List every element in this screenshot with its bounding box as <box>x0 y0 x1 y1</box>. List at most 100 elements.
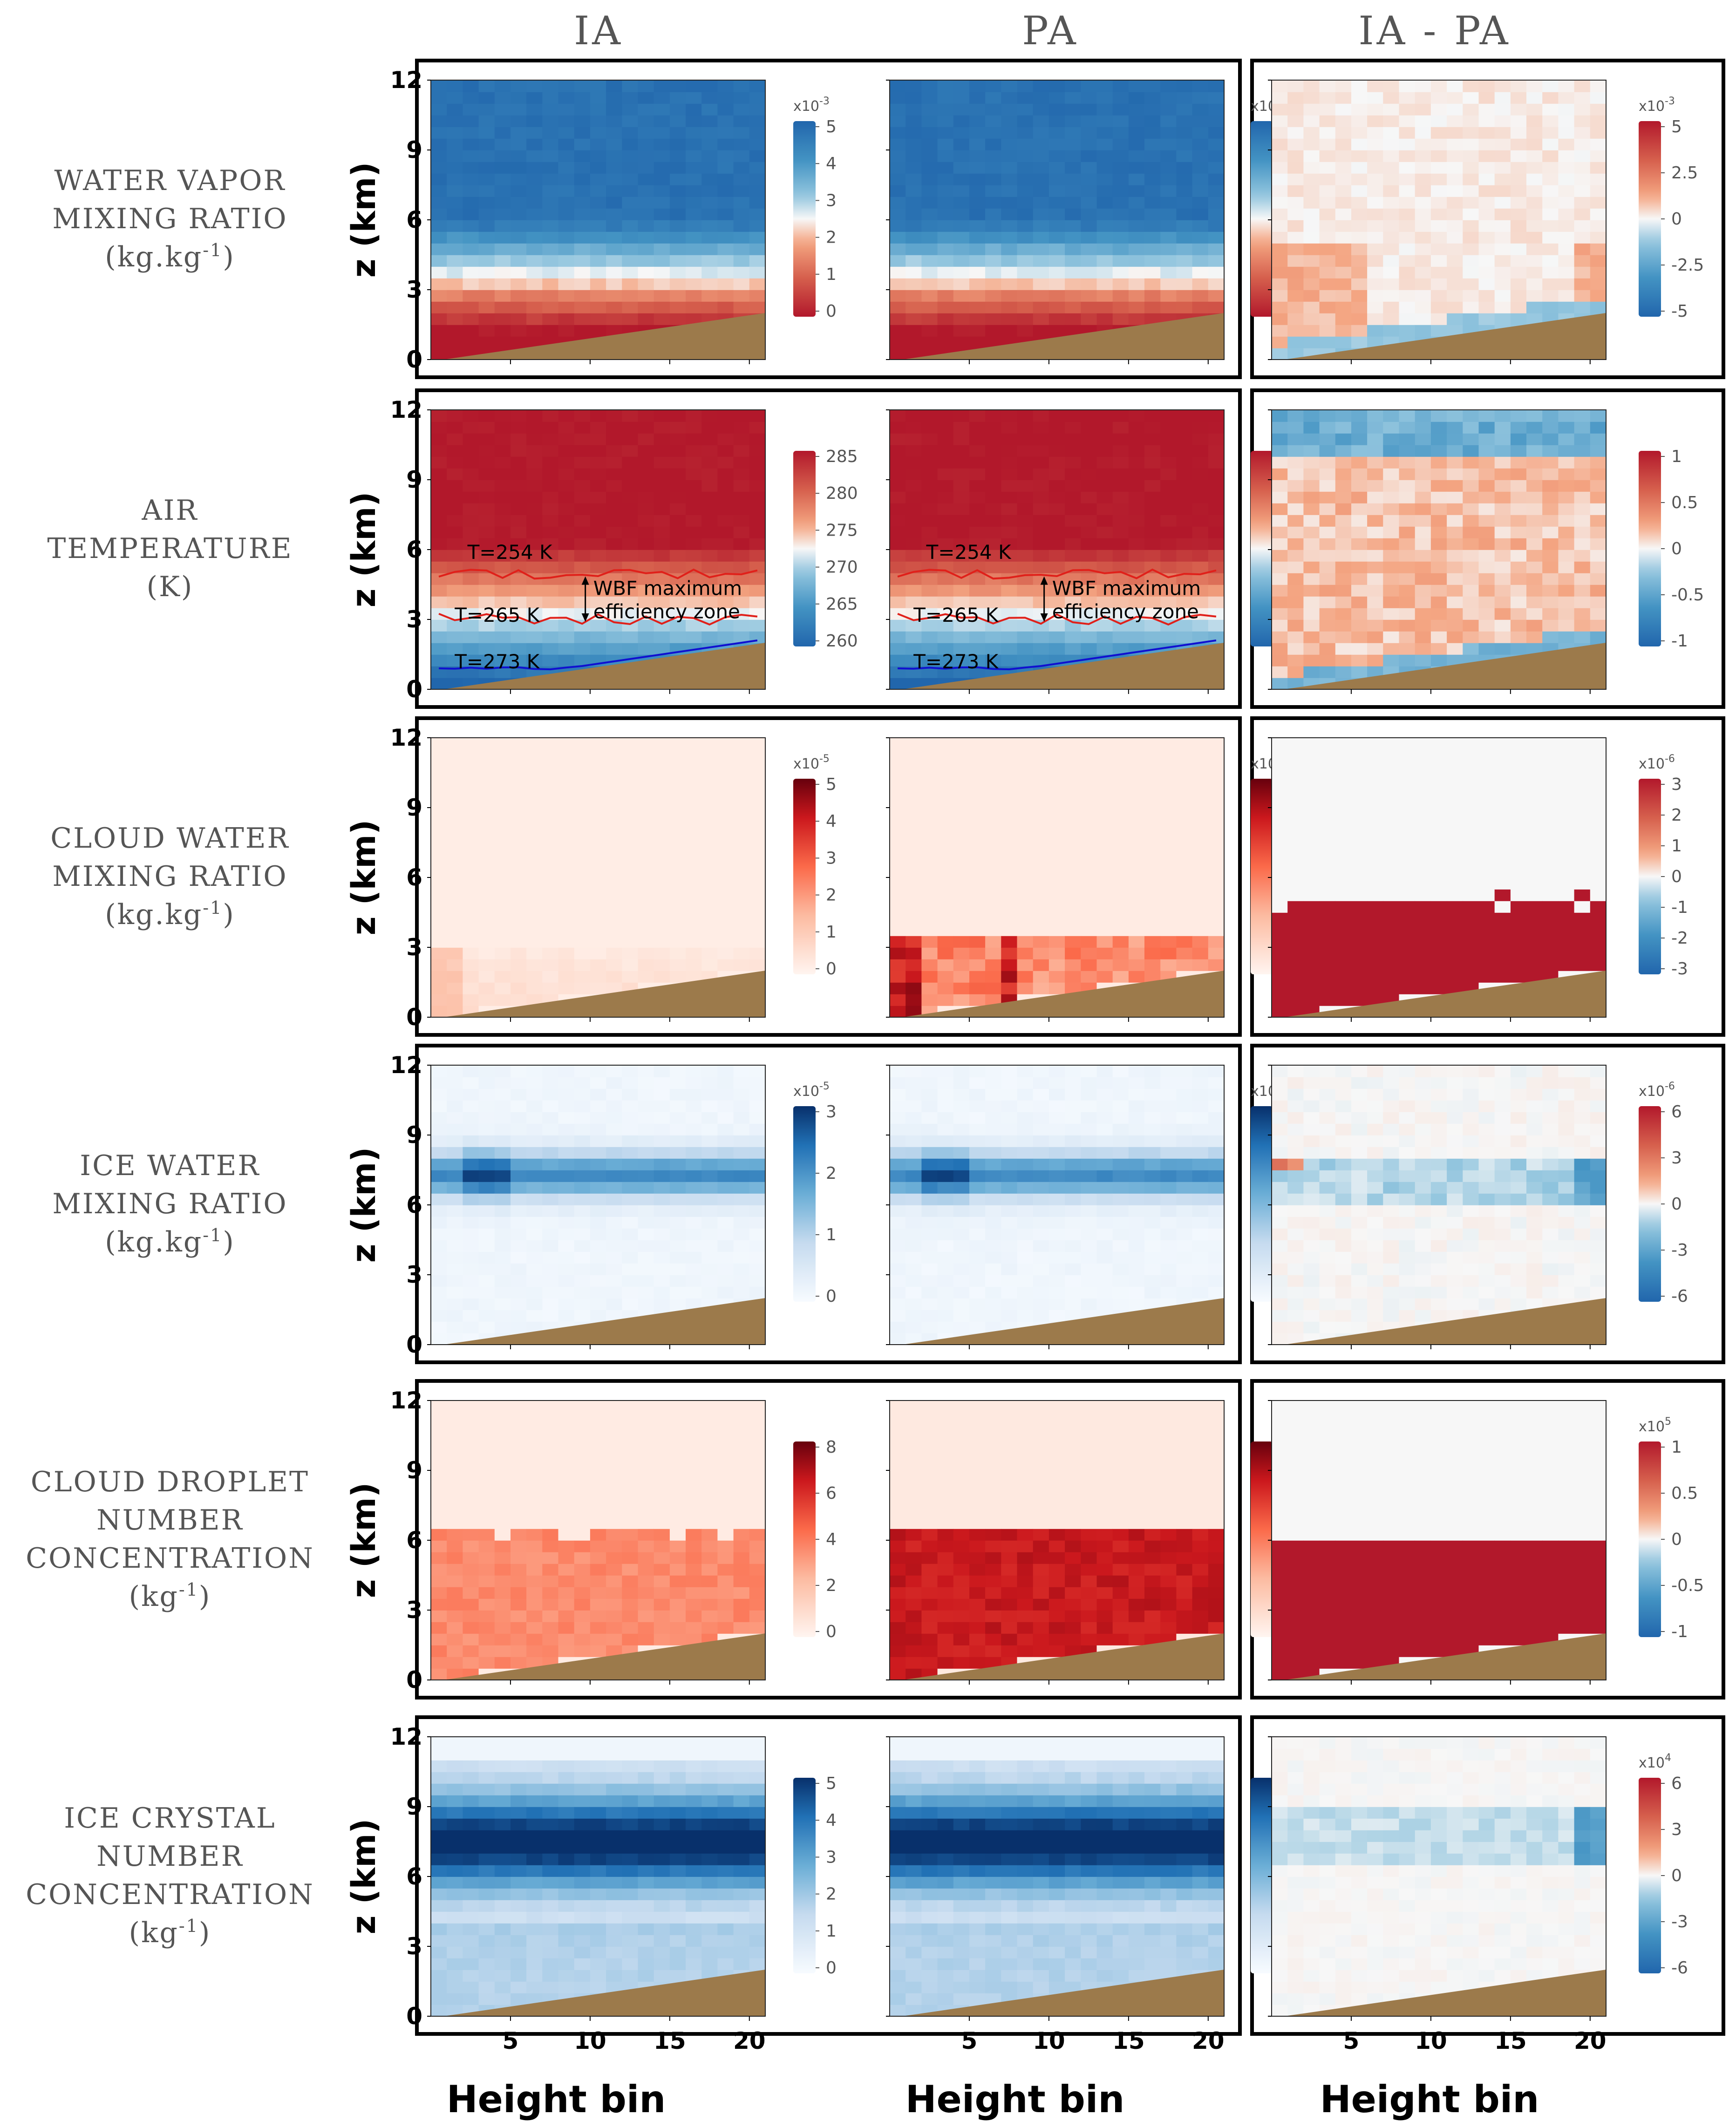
heatmap-cell <box>590 971 606 983</box>
heatmap-cell <box>574 278 591 290</box>
heatmap-cell <box>953 491 970 503</box>
heatmap-cell <box>1112 912 1129 925</box>
heatmap-cell <box>1144 173 1161 185</box>
heatmap-cell <box>654 819 670 831</box>
heatmap-cell <box>1351 290 1368 302</box>
heatmap-cell <box>1367 433 1384 445</box>
heatmap-cell <box>921 631 938 643</box>
heatmap-cell <box>1081 290 1097 302</box>
heatmap-cell <box>953 971 970 983</box>
heatmap-cell <box>669 433 686 445</box>
heatmap-cell <box>1558 503 1575 515</box>
heatmap-cell <box>1383 738 1400 750</box>
heatmap-cell <box>749 877 766 890</box>
heatmap-cell <box>1447 208 1464 220</box>
heatmap-cell <box>447 445 463 457</box>
heatmap-cell <box>985 831 1002 843</box>
heatmap-cell <box>701 819 718 831</box>
heatmap-cell <box>431 313 447 325</box>
heatmap-cell <box>985 631 1002 643</box>
heatmap-cell <box>1399 619 1416 632</box>
heatmap-cell <box>1430 749 1447 761</box>
heatmap-cell <box>1065 889 1082 901</box>
heatmap-cell <box>1176 947 1193 959</box>
heatmap-cell <box>431 654 447 666</box>
heatmap-cell <box>447 1228 463 1240</box>
heatmap-cell <box>953 103 970 116</box>
heatmap-cell <box>431 290 447 302</box>
heatmap-cell <box>1287 761 1304 773</box>
heatmap-cell <box>669 889 686 901</box>
heatmap-cell <box>686 456 702 469</box>
heatmap-cell <box>890 127 906 139</box>
heatmap-cell <box>606 784 623 796</box>
heatmap-cell <box>937 843 954 855</box>
heatmap-cell <box>1303 561 1320 573</box>
heatmap-cell <box>1272 197 1288 209</box>
heatmap-cell <box>717 808 734 820</box>
heatmap-cell <box>1287 92 1304 104</box>
heatmap-cell <box>1574 301 1591 313</box>
heatmap-cell <box>654 410 670 422</box>
heatmap-cell <box>1001 290 1018 302</box>
heatmap-cell <box>1430 877 1447 890</box>
heatmap-cell <box>953 773 970 785</box>
colorbar-tick-label: 4 <box>826 154 837 173</box>
heatmap-cell <box>1001 947 1018 959</box>
heatmap-cell <box>1017 866 1034 878</box>
heatmap-cell <box>921 596 938 608</box>
heatmap-cell <box>1399 947 1416 959</box>
heatmap-cell <box>494 1088 511 1101</box>
heatmap-cell <box>701 608 718 620</box>
heatmap-cell <box>985 936 1002 948</box>
heatmap-cell <box>749 162 766 174</box>
heatmap-cell <box>733 138 750 150</box>
heatmap-cell <box>1128 115 1145 127</box>
heatmap-cell <box>1048 491 1065 503</box>
heatmap-cell <box>1574 773 1591 785</box>
heatmap-cell <box>905 480 922 492</box>
heatmap-cell <box>1287 877 1304 890</box>
heatmap-cell <box>638 103 654 116</box>
y-tick-label: 9 <box>406 466 422 493</box>
heatmap-cell <box>1033 526 1049 538</box>
heatmap-cell <box>1319 266 1336 279</box>
heatmap-cell <box>686 515 702 527</box>
heatmap-cell <box>1112 843 1129 855</box>
heatmap-cell <box>1590 924 1607 936</box>
heatmap-cell <box>478 150 495 162</box>
heatmap-cell <box>969 480 986 492</box>
heatmap-cell <box>1399 80 1416 92</box>
heatmap-cell <box>463 1321 479 1333</box>
heatmap-cell <box>463 912 479 925</box>
heatmap-cell <box>1574 150 1591 162</box>
heatmap-cell <box>985 468 1002 480</box>
heatmap-cell <box>478 796 495 808</box>
heatmap-cell <box>701 596 718 608</box>
heatmap-cell <box>890 278 906 290</box>
heatmap-cell <box>1494 761 1511 773</box>
heatmap-cell <box>701 80 718 92</box>
heatmap-cell <box>1494 208 1511 220</box>
heatmap-cell <box>1494 643 1511 655</box>
heatmap-cell <box>1192 831 1209 843</box>
heatmap-cell <box>890 173 906 185</box>
heatmap-cell <box>1558 526 1575 538</box>
heatmap-cell <box>558 290 575 302</box>
heatmap-cell <box>669 150 686 162</box>
heatmap-cell <box>1096 208 1113 220</box>
heatmap-cell <box>542 654 559 666</box>
heatmap-cell <box>590 819 606 831</box>
heatmap-cell <box>606 445 623 457</box>
heatmap-cell <box>969 255 986 267</box>
heatmap-cell <box>1096 266 1113 279</box>
heatmap-cell <box>1463 854 1479 866</box>
heatmap-cell <box>733 585 750 597</box>
heatmap-cell <box>1574 208 1591 220</box>
heatmap-cell <box>1319 468 1336 480</box>
heatmap-cell <box>1001 761 1018 773</box>
heatmap-cell <box>1081 526 1097 538</box>
heatmap-cell <box>1526 631 1543 643</box>
heatmap-cell <box>905 550 922 562</box>
heatmap-cell <box>1399 819 1416 831</box>
